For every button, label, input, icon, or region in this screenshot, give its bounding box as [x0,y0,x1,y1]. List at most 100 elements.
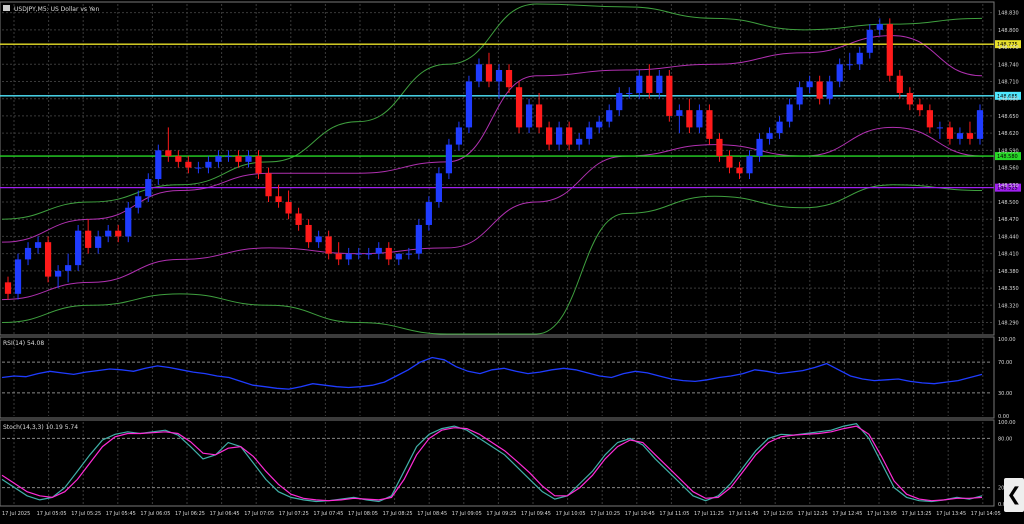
price-tick-label: 148.710 [998,79,1019,85]
price-tick-label: 148.560 [998,166,1019,172]
candle-body [696,110,703,128]
time-tick-label: 17 Jul 07:05 [244,511,274,517]
candle-body [195,167,202,169]
candle-body [245,156,252,162]
candle-body [726,156,733,168]
candle-body [836,64,843,82]
price-axis: 148.830 148.800 148.770 148.740 148.710 148.6… [998,11,1019,508]
candle-body [355,253,362,255]
candle-body [445,144,453,174]
candle-body [455,127,463,145]
candle-body [225,156,232,158]
candle-body [596,121,603,128]
time-tick-label: 17 Jul 08:05 [348,511,378,517]
candle-body [365,253,372,255]
candle-body [626,92,633,94]
candle-body [606,110,613,122]
candle-body [395,253,402,260]
time-tick-label: 17 Jul 08:25 [383,511,413,517]
time-tick-label: 17 Jul 07:25 [279,511,309,517]
candle-body [205,161,212,168]
stoch-title: Stoch(14,3,3) 10.19 5.74 [3,424,78,431]
candle-body [85,230,92,248]
candle-body [495,70,503,82]
candle-body [896,75,903,93]
price-level-tag-label: 148.580 [997,154,1018,160]
time-tick-label: 17 Jul 08:45 [417,511,447,517]
candle-body [586,127,593,139]
candle-body [115,230,122,237]
rsi-tick-label: 0.00 [998,414,1009,420]
bollinger-bands [1,3,983,335]
candle-body [275,196,282,202]
grid-lines [2,4,992,504]
price-level-tag-label: 148.685 [997,94,1018,100]
rsi-tick-label: 70.00 [998,360,1012,366]
candle-body [646,75,653,93]
candle-body [545,127,553,145]
candle-body [766,133,773,139]
rsi-tick-label: 100.00 [998,337,1016,343]
time-tick-label: 17 Jul 12:25 [798,511,828,517]
candle-body [465,81,473,128]
stoch-signal-line [1,425,983,502]
candlestick-series [4,18,984,300]
candle-body [375,247,382,254]
time-tick-label: 17 Jul 05:45 [106,511,136,517]
bollinger-inner-upper [1,35,983,243]
stoch-panel-frame [0,419,995,507]
price-level-tag-label: 148.775 [997,42,1018,48]
candle-body [956,133,964,139]
candle-body [906,92,913,105]
time-tick-label: 17 Jul 05:25 [71,511,101,517]
candle-body [846,64,853,66]
candle-body [4,282,12,294]
time-tick-label: 17 Jul 09:25 [486,511,516,517]
time-tick-label: 17 Jul 14:05 [971,511,1001,517]
scroll-back-button[interactable]: ❮ [1004,478,1024,512]
time-tick-label: 17 Jul 06:05 [140,511,170,517]
candle-body [566,127,573,145]
candle-body [676,110,683,116]
candle-body [135,196,142,208]
candle-body [255,156,262,174]
price-tick-label: 148.500 [998,200,1019,206]
stoch-tick-label: 100.00 [998,420,1016,426]
candle-body [816,81,823,99]
candle-body [335,253,342,260]
price-tick-label: 148.350 [998,286,1019,292]
candle-body [756,138,763,157]
candle-body [315,236,322,243]
candle-body [475,64,483,82]
candle-body [686,110,693,128]
time-tick-label: 17 Jul 09:45 [521,511,551,517]
bollinger-inner-lower [1,126,983,301]
candle-body [44,242,52,277]
candle-body [535,104,543,128]
candle-body [716,138,723,157]
price-level-tag [995,40,1021,49]
price-tick-label: 148.530 [998,183,1019,189]
candle-body [435,173,442,202]
candle-body [515,87,523,128]
candle-body [125,207,132,237]
candle-body [175,156,182,162]
candle-body [405,253,412,255]
time-tick-label: 17 Jul 07:45 [313,511,343,517]
time-tick-label: 17 Jul 13:25 [902,511,932,517]
candle-body [24,247,32,260]
price-tick-label: 148.410 [998,252,1019,258]
candle-body [285,202,292,214]
price-tick-label: 148.590 [998,148,1019,154]
stoch-main-line [1,422,983,503]
candle-body [65,265,72,271]
time-tick-label: 17 Jul 13:05 [867,511,897,517]
time-tick-label: 17 Jul 05:05 [37,511,67,517]
rsi-title: RSI(14) 54.08 [3,340,44,347]
candle-body [155,150,162,180]
candle-body [325,236,332,254]
candle-body [826,81,833,99]
candle-body [295,213,302,225]
candle-body [886,24,893,76]
